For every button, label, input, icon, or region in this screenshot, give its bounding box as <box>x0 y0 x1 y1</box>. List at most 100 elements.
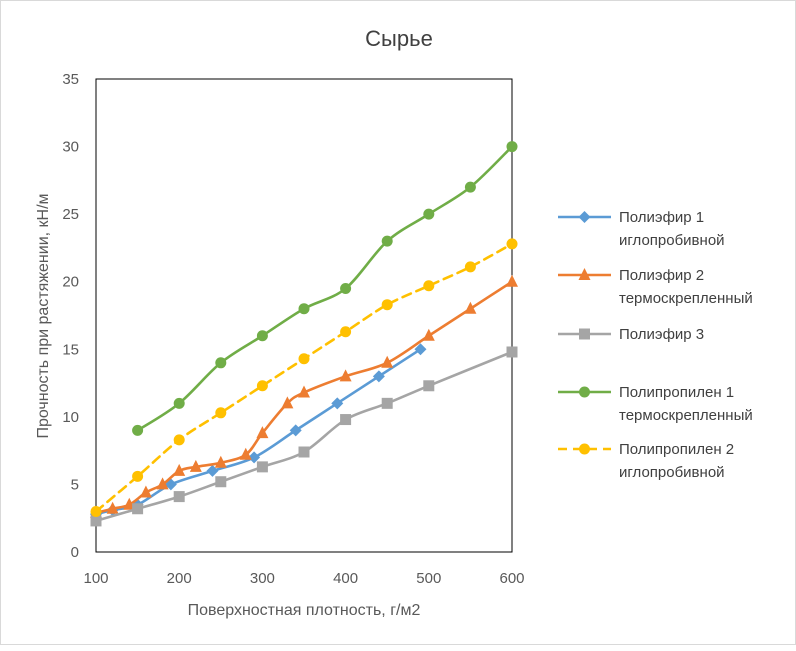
data-point <box>173 397 185 409</box>
legend-label: Полипропилен 2 <box>619 441 734 458</box>
data-point <box>173 463 186 476</box>
series-line <box>136 145 514 432</box>
data-point <box>298 385 310 398</box>
data-point <box>289 424 302 437</box>
series-1 <box>90 343 427 521</box>
legend-label: Полиэфир 3 <box>619 326 704 343</box>
data-point <box>381 235 393 247</box>
data-point <box>298 446 310 458</box>
data-point <box>206 464 219 477</box>
legend-marker <box>579 328 590 340</box>
data-point <box>423 380 435 392</box>
data-point <box>215 407 227 419</box>
data-point <box>90 505 102 517</box>
data-point <box>215 476 227 488</box>
data-point <box>214 455 227 468</box>
legend-item: Полиэфир 2 термоскрепленный <box>558 267 753 307</box>
x-axis-title: Поверхностная плотность, г/м2 <box>188 602 421 619</box>
legend-label: иглопробивной <box>619 232 725 249</box>
data-point <box>173 491 185 503</box>
series-5 <box>90 238 518 517</box>
x-tick-label: 300 <box>250 570 275 587</box>
y-tick-label: 20 <box>62 274 79 291</box>
legend-item: Полиэфир 3 <box>558 326 704 343</box>
data-point <box>464 301 477 314</box>
data-point <box>256 426 269 439</box>
legend: Полиэфир 1 иглопробивной Полиэфир 2 термоск… <box>558 209 753 481</box>
y-tick-label: 25 <box>62 206 79 223</box>
y-tick-label: 30 <box>62 139 79 156</box>
data-point <box>414 343 427 356</box>
y-axis-title: Прочность при растяжении, кН/м <box>35 193 52 438</box>
legend-marker <box>578 268 591 280</box>
data-point <box>464 181 476 193</box>
data-point <box>298 353 310 365</box>
x-tick-label: 400 <box>333 570 358 587</box>
data-point <box>281 396 294 409</box>
legend-marker <box>579 386 590 398</box>
data-point <box>239 447 252 460</box>
legend-item: Полиэфир 1 иглопробивной <box>558 209 725 249</box>
data-point <box>423 280 435 292</box>
legend-label: иглопробивной <box>619 464 725 481</box>
chart-title: Сырье <box>365 26 433 51</box>
series-3 <box>90 346 518 527</box>
data-point <box>132 470 144 482</box>
data-point <box>132 503 144 515</box>
data-point <box>381 397 393 409</box>
series-line <box>94 350 514 523</box>
legend-label: термоскрепленный <box>619 290 753 307</box>
y-tick-label: 10 <box>62 409 79 426</box>
data-point <box>256 330 268 342</box>
data-point <box>464 261 476 273</box>
data-point <box>381 299 393 311</box>
data-point <box>215 357 227 369</box>
data-point <box>423 208 435 220</box>
y-tick-label: 5 <box>71 476 79 493</box>
legend-label: Полиэфир 1 <box>619 209 704 226</box>
data-point <box>106 501 119 514</box>
data-point <box>339 369 352 382</box>
legend-item: Полипропилен 2 иглопробивной <box>558 441 734 481</box>
legend-marker <box>579 443 590 455</box>
data-point <box>256 461 268 473</box>
data-point <box>381 355 394 368</box>
data-point <box>256 380 268 392</box>
data-point <box>139 485 152 498</box>
legend-marker <box>578 211 591 223</box>
y-tick-label: 35 <box>62 71 79 88</box>
data-point <box>189 459 202 472</box>
data-point <box>90 515 102 527</box>
data-point <box>506 274 518 287</box>
series-2 <box>90 274 518 518</box>
data-point <box>340 326 352 338</box>
legend-item: Полипропилен 1 термоскрепленный <box>558 384 753 424</box>
data-point <box>173 434 185 446</box>
legend-label: Полипропилен 1 <box>619 384 734 401</box>
legend-label: термоскрепленный <box>619 407 753 424</box>
data-point <box>506 346 518 358</box>
plot-area: 100 200 300 400 500 600 0 5 10 15 20 25 30 35 <box>62 71 524 587</box>
data-point <box>372 370 385 383</box>
data-point <box>248 451 261 464</box>
y-tick-label: 0 <box>71 544 79 561</box>
data-point <box>506 141 518 153</box>
data-point <box>331 397 344 410</box>
x-tick-label: 200 <box>167 570 192 587</box>
data-point <box>298 303 310 315</box>
x-tick-label: 500 <box>416 570 441 587</box>
data-point <box>506 238 518 250</box>
data-point <box>156 477 169 490</box>
series-4 <box>132 141 518 436</box>
data-point <box>340 282 352 294</box>
data-point <box>422 328 435 341</box>
data-point <box>340 414 352 426</box>
x-tick-label: 100 <box>83 570 108 587</box>
legend-label: Полиэфир 2 <box>619 267 704 284</box>
x-tick-label: 600 <box>499 570 524 587</box>
plot-border <box>95 78 513 553</box>
data-point <box>132 424 144 436</box>
y-tick-label: 15 <box>62 341 79 358</box>
